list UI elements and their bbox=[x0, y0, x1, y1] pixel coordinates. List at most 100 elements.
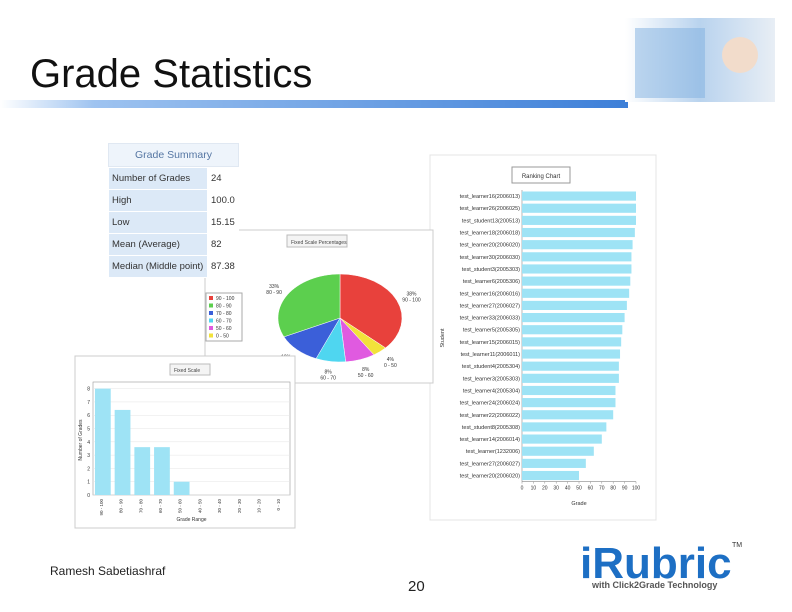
y-tick-label: test_student8(2005308) bbox=[462, 425, 520, 431]
y-tick-label: test_learner(1232006) bbox=[466, 449, 520, 455]
y-tick-label: 3 bbox=[87, 453, 90, 459]
y-tick-label: test_student3(2005303) bbox=[462, 267, 520, 273]
y-tick-label: test_learner3(2005303) bbox=[463, 376, 520, 382]
bar bbox=[522, 252, 632, 262]
bar bbox=[522, 458, 586, 468]
bar bbox=[522, 470, 579, 481]
legend-swatch bbox=[209, 326, 213, 330]
bar bbox=[522, 276, 631, 286]
x-tick-label: 100 bbox=[632, 486, 641, 492]
slice-label: 4% bbox=[387, 357, 395, 363]
bar bbox=[522, 227, 635, 238]
banner-face bbox=[722, 37, 758, 73]
banner-panel bbox=[635, 28, 705, 98]
x-tick-label: 30 - 40 bbox=[217, 499, 222, 514]
y-tick-label: 0 bbox=[87, 493, 90, 499]
summary-label: High bbox=[108, 189, 208, 212]
bar bbox=[522, 240, 633, 250]
summary-label: Median (Middle point) bbox=[108, 255, 208, 278]
y-tick-label: 6 bbox=[87, 413, 90, 419]
slice-range: 80 - 90 bbox=[266, 290, 282, 296]
y-tick-label: test_learner6(2005306) bbox=[463, 279, 520, 285]
y-tick-label: test_learner14(2006014) bbox=[460, 437, 520, 443]
pie-slice bbox=[339, 273, 403, 349]
summary-value: 100.0 bbox=[207, 189, 239, 212]
legend-swatch bbox=[209, 318, 213, 323]
y-tick-label: test_learner11(2006011) bbox=[461, 352, 521, 358]
slice-range: 90 - 100 bbox=[402, 298, 421, 304]
bar bbox=[522, 446, 594, 456]
x-tick-label: 50 - 60 bbox=[178, 499, 183, 514]
summary-row: Median (Middle point) 87.38 bbox=[108, 255, 239, 278]
grade-summary: Grade Summary Number of Grades 24 High 100.… bbox=[108, 143, 239, 278]
logo-name: iRubric bbox=[580, 539, 732, 588]
y-tick-label: test_learner26(2006025) bbox=[460, 206, 520, 212]
y-tick-label: 4 bbox=[87, 440, 90, 446]
y-tick-label: 2 bbox=[87, 466, 90, 472]
summary-row: Mean (Average) 82 bbox=[108, 233, 239, 256]
x-tick-label: 70 - 80 bbox=[138, 499, 143, 514]
bar bbox=[522, 264, 632, 274]
summary-row: Low 15.15 bbox=[108, 211, 239, 234]
y-tick-label: test_learner20(2006020) bbox=[460, 243, 520, 249]
summary-value: 82 bbox=[207, 233, 239, 256]
y-tick-label: test_learner18(2006018) bbox=[460, 231, 520, 237]
author: Ramesh Sabetiashraf bbox=[50, 564, 166, 578]
logo-tagline: with Click2Grade Technology bbox=[591, 580, 717, 590]
bar bbox=[522, 410, 614, 420]
bar bbox=[522, 325, 623, 335]
x-tick-label: 20 bbox=[542, 486, 548, 492]
bar bbox=[522, 422, 607, 432]
bar bbox=[522, 191, 636, 201]
y-tick-label: test_learner16(2006016) bbox=[460, 291, 520, 297]
x-tick-label: 40 bbox=[565, 486, 571, 492]
summary-label: Low bbox=[108, 211, 208, 234]
y-tick-label: test_learner33(2006033) bbox=[460, 316, 520, 322]
x-tick-label: 60 bbox=[588, 486, 594, 492]
legend-label: 90 - 100 bbox=[216, 296, 235, 302]
bar bbox=[522, 385, 616, 396]
y-axis-label: Number of Grades bbox=[78, 419, 84, 461]
x-tick-label: 50 bbox=[576, 486, 582, 492]
y-tick-label: 1 bbox=[87, 480, 90, 486]
legend-swatch bbox=[209, 311, 213, 315]
bar bbox=[522, 337, 622, 347]
chart-title: Ranking Chart bbox=[522, 174, 561, 180]
bar bbox=[522, 398, 616, 408]
y-tick-label: 5 bbox=[87, 427, 90, 433]
panel-tab bbox=[169, 363, 211, 376]
summary-label: Mean (Average) bbox=[108, 233, 208, 256]
bar bbox=[522, 300, 627, 310]
y-tick-label: test_learner27(2006027) bbox=[460, 461, 520, 467]
panel-tab bbox=[286, 234, 348, 248]
summary-value: 15.15 bbox=[207, 211, 239, 234]
summary-value: 24 bbox=[207, 167, 239, 190]
summary-row: Number of Grades 24 bbox=[108, 167, 239, 190]
bar bbox=[522, 349, 621, 359]
x-tick-label: 60 - 70 bbox=[158, 499, 163, 514]
legend-label: 60 - 70 bbox=[216, 319, 232, 325]
y-tick-label: 8 bbox=[87, 387, 90, 393]
bar bbox=[114, 409, 131, 495]
y-tick-label: 7 bbox=[87, 400, 90, 406]
legend-box bbox=[205, 292, 243, 342]
x-tick-label: 80 - 90 bbox=[119, 499, 124, 514]
bar bbox=[522, 373, 619, 383]
bar bbox=[94, 388, 111, 495]
x-tick-label: 0 - 10 bbox=[276, 499, 281, 511]
x-tick-label: 10 - 20 bbox=[256, 499, 261, 514]
legend-swatch bbox=[209, 296, 213, 300]
x-tick-label: 80 bbox=[610, 486, 616, 492]
slice-label: 8% bbox=[325, 369, 333, 375]
summary-title: Grade Summary bbox=[108, 143, 239, 167]
legend-label: 70 - 80 bbox=[216, 311, 232, 317]
y-tick-label: test_learner5(2005305) bbox=[463, 328, 520, 334]
slice-range: 60 - 70 bbox=[320, 375, 336, 381]
page-number: 20 bbox=[408, 578, 425, 595]
x-axis-label: Grade bbox=[571, 501, 586, 507]
y-tick-label: test_learner22(2006022) bbox=[460, 413, 520, 419]
legend-label: 50 - 60 bbox=[216, 326, 232, 332]
x-tick-label: 70 bbox=[599, 486, 605, 492]
summary-row: High 100.0 bbox=[108, 189, 239, 212]
